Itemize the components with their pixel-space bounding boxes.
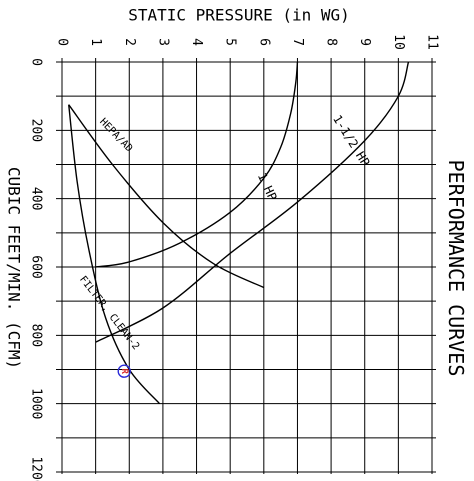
- y-tick-label: 800: [29, 324, 44, 347]
- x-tick-label: 2: [122, 38, 137, 46]
- x-tick-label: 3: [155, 38, 170, 46]
- x-tick-label: 11: [425, 34, 440, 50]
- y-axis-title: CUBIC FEET/MIN. (CFM): [5, 167, 24, 369]
- curve-1-1-2-hp: [95, 61, 410, 343]
- label-filter-clean-2: FILTER, CLEAN-2: [77, 274, 141, 352]
- label-1-hp: 1 HP: [255, 171, 280, 203]
- x-tick-label: 6: [256, 38, 271, 46]
- y-tick-label: 200: [29, 119, 44, 142]
- x-tick-label: 0: [55, 38, 70, 46]
- y-tick-label: 400: [29, 187, 44, 210]
- x-tick-label: 5: [223, 38, 238, 46]
- label-1-1-2-hp: 1-1/2 HP: [330, 112, 373, 168]
- y-tick-label: 1200: [29, 456, 44, 481]
- registered-mark-icon: [117, 364, 131, 378]
- curve-hepa-ad: [68, 104, 265, 289]
- x-tick-label: 4: [189, 38, 204, 46]
- y-tick-label: 0: [29, 58, 44, 66]
- registered-mark-letter: R: [119, 368, 129, 374]
- x-tick-label: 7: [290, 38, 305, 46]
- x-tick-label: 1: [88, 38, 103, 46]
- x-axis-title: STATIC PRESSURE (in WG): [128, 6, 350, 25]
- grid: [56, 58, 436, 474]
- curve-filter-clean-2: [68, 104, 161, 405]
- x-tick-label: 8: [324, 38, 339, 46]
- x-tick-label: 10: [391, 34, 406, 50]
- y-tick-label: 1000: [29, 388, 44, 419]
- chart-title: PERFORMANCE CURVES: [444, 160, 468, 377]
- y-tick-label: 600: [29, 255, 44, 278]
- x-tick-label: 9: [357, 38, 372, 46]
- curve-1-hp: [95, 61, 299, 268]
